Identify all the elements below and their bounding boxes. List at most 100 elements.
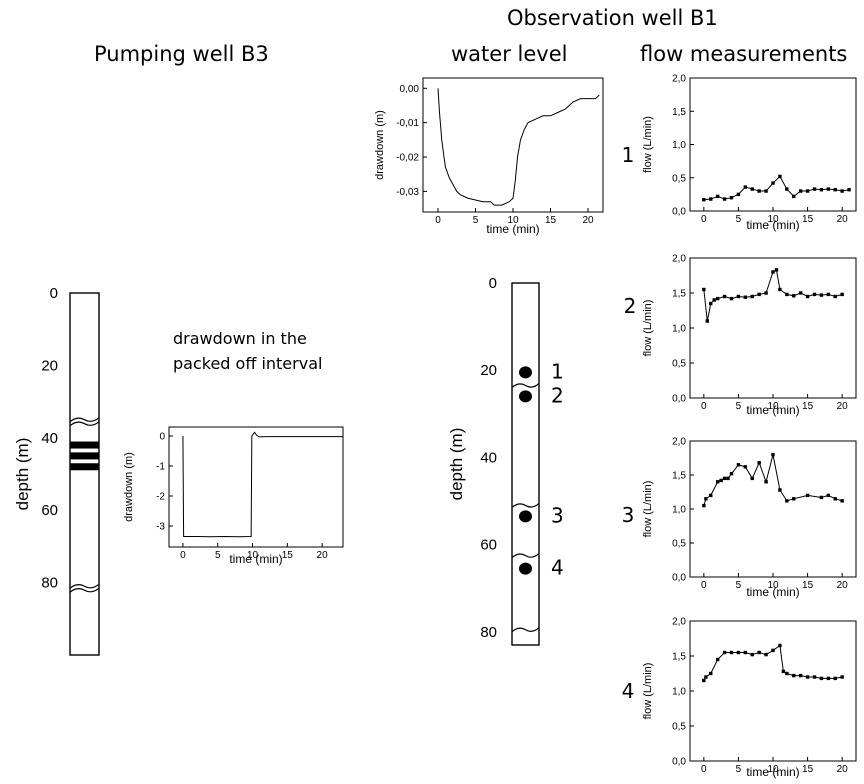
- flow_3-xtick-label: 20: [837, 580, 849, 591]
- flow_4-xtick-label: 0: [701, 764, 707, 775]
- flow_1-ylabel: flow (L/min): [642, 116, 654, 173]
- flow_1-point: [840, 189, 844, 193]
- flow_1-point: [812, 187, 817, 191]
- flow_3-point: [819, 495, 824, 500]
- flow_4-point: [702, 678, 706, 683]
- flow_4-point: [704, 675, 708, 679]
- flow_3-point: [719, 478, 723, 483]
- pumping-well-depth-tick-label: 0: [50, 285, 58, 302]
- flow_4-xtick-label: 5: [736, 764, 742, 775]
- observation-well-depth-tick-label: 60: [480, 537, 497, 554]
- flow_3-xlabel: time (min): [746, 585, 799, 599]
- packed_drawdown-ytick-label: -2: [156, 492, 165, 503]
- flow_4-panel-label: 4: [622, 679, 635, 703]
- flow_1-point: [778, 174, 782, 179]
- obs_drawdown-xtick-label: 20: [582, 215, 594, 226]
- pumping-well-packer: [70, 452, 99, 460]
- pumping-well-packer: [70, 441, 99, 449]
- flow_1-point: [819, 188, 824, 192]
- flow_4-point: [778, 643, 782, 648]
- flow_1-point: [757, 189, 761, 193]
- flow_1-point: [805, 189, 810, 193]
- flow_4-point: [771, 648, 775, 653]
- flow_2-point: [812, 292, 817, 297]
- flow_1-point: [736, 192, 741, 197]
- flow_2-point: [805, 294, 810, 299]
- flow_3-point: [750, 476, 754, 481]
- flow_1-point: [792, 194, 796, 199]
- flow_3-point: [736, 463, 741, 467]
- flow_2-point: [712, 298, 716, 302]
- flow_4-point: [840, 675, 844, 679]
- pumping-well-fracture-line: [69, 587, 100, 593]
- flow_1-point: [729, 196, 734, 200]
- flow_2-ytick-label: 1,0: [672, 324, 686, 335]
- flow_2-chart: [689, 257, 857, 399]
- packed_drawdown-chart: [168, 426, 344, 548]
- flow_3-point: [833, 497, 837, 501]
- flow_4-xtick-label: 15: [802, 764, 814, 775]
- flow_3-xtick-label: 10: [767, 580, 779, 591]
- observation-well-measure-point: [519, 510, 532, 523]
- flow_2-ytick-label: 0,0: [672, 394, 686, 405]
- flow_3-point: [785, 499, 789, 503]
- obs_drawdown-ylabel: drawdown (m): [374, 110, 386, 180]
- flow_2-xtick-label: 0: [701, 401, 707, 412]
- obs_drawdown-xtick-label: 0: [435, 215, 441, 226]
- flow_2-frame: [689, 257, 857, 399]
- flow_4-point: [709, 671, 713, 676]
- flow_3-xtick-label: 5: [736, 580, 742, 591]
- flow_1-point: [764, 189, 768, 193]
- packed-interval-title-line1: drawdown in the: [173, 329, 307, 348]
- packed_drawdown-xtick-label: 5: [215, 550, 221, 561]
- flow_1-point: [709, 197, 713, 201]
- flow_4-point: [792, 673, 796, 678]
- flow_4-point: [764, 652, 768, 657]
- flow_1-ytick-label: 0,5: [672, 173, 686, 184]
- flow_4-ytick-label: 1,0: [672, 687, 686, 698]
- flow_3-ytick-label: 0,5: [672, 539, 686, 550]
- flow_2-point: [774, 268, 779, 272]
- flow_3-point: [826, 493, 831, 498]
- flow_4-point: [805, 675, 810, 679]
- flow_2-point: [722, 294, 727, 299]
- obs_drawdown-ytick-label: 0,00: [400, 84, 420, 95]
- flow_2-point: [729, 296, 734, 301]
- observation-well-depth-tick-label: 80: [480, 624, 497, 641]
- flow_1-ytick-label: 1,5: [672, 107, 686, 118]
- flow_3-point: [709, 493, 713, 498]
- flow_2-ytick-label: 0,5: [672, 359, 686, 370]
- flow_2-point: [778, 287, 782, 292]
- flow_4-ytick-label: 2,0: [672, 617, 686, 628]
- flow_4-point: [743, 650, 748, 655]
- flow_1-xtick-label: 15: [802, 214, 814, 225]
- flow_2-ytick-label: 1,5: [672, 289, 686, 300]
- flow_2-point: [798, 291, 803, 295]
- pumping-well-fracture-line: [69, 583, 100, 589]
- observation-well-fracture-line: [511, 553, 540, 559]
- pumping-well-column: [69, 292, 100, 656]
- packed_drawdown-ytick-label: 0: [159, 432, 165, 443]
- flow_2-xlabel: time (min): [746, 403, 799, 417]
- packed_drawdown-ytick-label: -1: [156, 462, 165, 473]
- flow_4-ytick-label: 0,0: [672, 757, 686, 768]
- flow_3-ytick-label: 1,0: [672, 505, 686, 516]
- flow_2-point: [709, 301, 713, 306]
- flow_1-point: [798, 189, 803, 193]
- flow_2-point: [702, 287, 706, 292]
- observation-well-depth-tick-label: 40: [480, 449, 497, 466]
- flow_3-point: [764, 480, 768, 484]
- flow_1-xtick-label: 20: [837, 214, 849, 225]
- obs_drawdown-ytick-label: -0,02: [396, 153, 419, 164]
- flow_2-point: [785, 292, 789, 297]
- flow_2-point: [705, 319, 709, 323]
- flow_1-ytick-label: 2,0: [672, 74, 686, 85]
- flow_4-xlabel: time (min): [746, 765, 799, 779]
- flow_4-frame: [689, 620, 857, 762]
- flow_2-xtick-label: 5: [736, 401, 742, 412]
- packed_drawdown-xtick-label: 15: [282, 550, 294, 561]
- flow_2-point: [819, 293, 824, 297]
- pumping-well-depth-label: depth (m): [13, 438, 32, 511]
- observation-well-measure-point-label: 1: [551, 359, 564, 383]
